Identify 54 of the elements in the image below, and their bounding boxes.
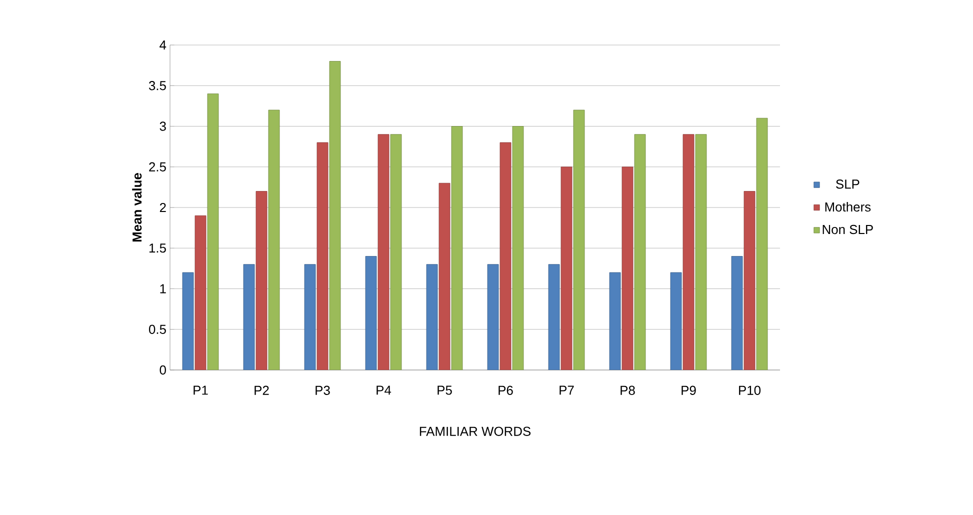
bar (744, 191, 756, 370)
x-tick-label: P8 (620, 386, 635, 395)
bar (426, 264, 438, 370)
y-tick-label: 3.5 (148, 81, 166, 90)
bar (243, 264, 255, 370)
bar (365, 256, 377, 370)
bar (207, 94, 219, 370)
x-tick-label: P10 (739, 386, 761, 395)
y-tick-label: 0.5 (148, 324, 166, 334)
bar (390, 134, 402, 370)
bar (304, 264, 316, 370)
bar (731, 256, 743, 370)
x-tick-label: P2 (254, 386, 269, 395)
y-tick-label: 4 (160, 40, 166, 50)
bar (682, 134, 694, 370)
y-tick-label: 1 (160, 284, 166, 294)
bar (670, 272, 682, 370)
bar (500, 142, 512, 370)
x-tick-label: P5 (438, 386, 452, 395)
x-tick-label: P6 (498, 386, 513, 395)
y-tick-label: 0 (160, 365, 166, 375)
bar (634, 134, 646, 370)
bar (560, 166, 572, 370)
y-tick-label: 2 (160, 202, 166, 212)
bar (573, 110, 585, 370)
legend-label: Non SLP (822, 224, 873, 234)
bar (316, 142, 328, 370)
bar (194, 215, 206, 370)
bar (695, 134, 707, 370)
y-tick-label: 2.5 (149, 162, 166, 172)
x-tick-label: P4 (376, 386, 392, 395)
legend-label: Mothers (825, 202, 871, 212)
bar (182, 272, 194, 370)
x-tick-label: P9 (682, 386, 696, 395)
bar (438, 182, 450, 370)
bar (756, 118, 768, 370)
x-tick-label: P7 (560, 386, 574, 395)
y-tick-label: 3 (160, 122, 166, 131)
bar (378, 134, 390, 370)
bar (609, 272, 621, 370)
bar (451, 126, 463, 370)
x-tick-label: P3 (316, 386, 330, 395)
legend-label: SLP (836, 180, 860, 189)
bar (256, 191, 268, 370)
bar (268, 110, 280, 370)
bar (622, 166, 634, 370)
y-tick-label: 1.5 (149, 244, 166, 253)
bar (512, 126, 524, 370)
bar (548, 264, 560, 370)
bar (487, 264, 499, 370)
bar (329, 61, 341, 370)
x-axis-title: FAMILIAR WORDS (420, 426, 531, 436)
y-axis-title: Mean value (132, 173, 142, 242)
x-tick-label: P1 (194, 386, 208, 395)
